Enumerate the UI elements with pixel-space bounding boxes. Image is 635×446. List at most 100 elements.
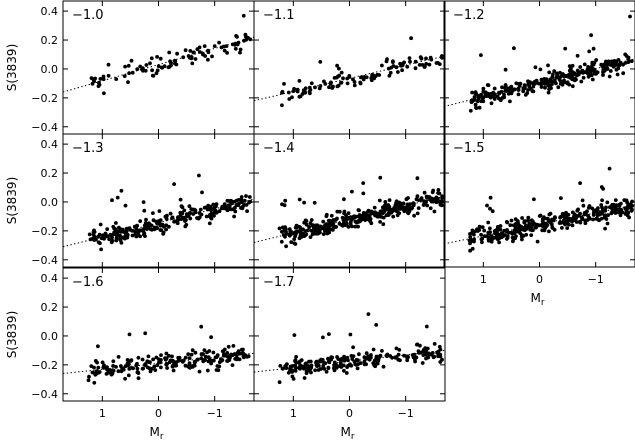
- data-point: [613, 62, 617, 67]
- data-point: [130, 233, 135, 238]
- data-point: [505, 88, 510, 93]
- x-tick-label: 1: [480, 273, 487, 286]
- data-point: [609, 206, 614, 210]
- data-point: [606, 213, 610, 218]
- data-point: [357, 352, 361, 357]
- data-point: [498, 227, 503, 232]
- data-point: [198, 50, 202, 54]
- data-point: [351, 354, 356, 358]
- data-point: [394, 65, 399, 70]
- data-point: [191, 50, 196, 55]
- panel-7: −1.6: [62, 267, 255, 402]
- data-point: [516, 92, 521, 97]
- data-point: [225, 51, 230, 55]
- data-point: [385, 354, 389, 358]
- data-point: [209, 335, 214, 340]
- data-point: [169, 61, 173, 65]
- data-point: [167, 64, 172, 69]
- data-point: [188, 211, 193, 215]
- data-point: [225, 198, 230, 203]
- data-point: [541, 220, 545, 225]
- data-point: [470, 90, 474, 95]
- data-point: [499, 89, 504, 94]
- data-point: [488, 195, 493, 200]
- data-point: [581, 75, 586, 80]
- data-point: [241, 13, 246, 18]
- data-point: [393, 355, 398, 360]
- data-point: [161, 232, 166, 236]
- data-point: [530, 224, 534, 229]
- data-point: [477, 224, 482, 229]
- data-point: [209, 361, 214, 366]
- data-point: [164, 217, 169, 221]
- data-point: [114, 365, 118, 369]
- data-point: [284, 232, 289, 236]
- data-point: [418, 55, 423, 59]
- data-point: [192, 207, 197, 212]
- data-point: [413, 66, 418, 71]
- data-point: [314, 230, 318, 235]
- data-point: [180, 205, 185, 210]
- data-point: [149, 56, 154, 61]
- data-point: [102, 91, 106, 96]
- data-point: [351, 345, 355, 350]
- data-point: [142, 208, 147, 213]
- data-point: [178, 197, 183, 202]
- data-point: [222, 202, 227, 207]
- data-point: [531, 89, 536, 94]
- data-point: [290, 368, 295, 373]
- data-point: [159, 353, 163, 357]
- y-tick-label: −0.2: [31, 92, 58, 105]
- data-point: [278, 364, 283, 368]
- data-point: [537, 214, 542, 218]
- data-point: [182, 208, 187, 213]
- data-point: [140, 366, 145, 371]
- data-point: [545, 223, 550, 227]
- data-point: [424, 56, 428, 61]
- data-point: [502, 92, 506, 97]
- data-point: [339, 81, 343, 85]
- data-point: [607, 166, 612, 171]
- data-point: [387, 207, 391, 212]
- data-point: [531, 84, 536, 89]
- data-point: [431, 355, 436, 360]
- data-point: [164, 227, 169, 232]
- data-point: [353, 224, 358, 229]
- data-point: [538, 67, 543, 72]
- data-point: [321, 335, 325, 340]
- panel-1: −1.0: [62, 0, 255, 135]
- x-tick-label: 1: [99, 407, 106, 420]
- data-point: [583, 221, 588, 226]
- data-point: [361, 181, 366, 186]
- data-point: [367, 213, 372, 218]
- data-point: [128, 366, 133, 371]
- data-point: [288, 364, 293, 369]
- data-point: [329, 355, 334, 359]
- data-point: [108, 232, 113, 237]
- panel-label: −1.1: [263, 8, 295, 23]
- data-point: [138, 219, 143, 224]
- data-point: [379, 215, 384, 219]
- data-point: [424, 324, 429, 329]
- data-point: [91, 232, 96, 237]
- data-point: [606, 59, 611, 64]
- data-point: [618, 213, 623, 218]
- data-point: [155, 363, 160, 368]
- data-point: [555, 71, 559, 76]
- data-point: [471, 231, 476, 236]
- data-point: [207, 221, 212, 226]
- data-point: [529, 218, 534, 223]
- data-point: [143, 362, 148, 366]
- data-point: [292, 241, 297, 246]
- data-point: [410, 353, 415, 357]
- data-point: [204, 214, 209, 219]
- data-point: [402, 353, 406, 358]
- data-point: [148, 369, 153, 374]
- data-point: [435, 351, 440, 355]
- data-point: [437, 62, 442, 66]
- data-point: [344, 356, 349, 361]
- data-point: [306, 366, 311, 370]
- panel-label: −1.6: [72, 275, 104, 290]
- data-point: [110, 198, 114, 203]
- data-point: [603, 208, 608, 213]
